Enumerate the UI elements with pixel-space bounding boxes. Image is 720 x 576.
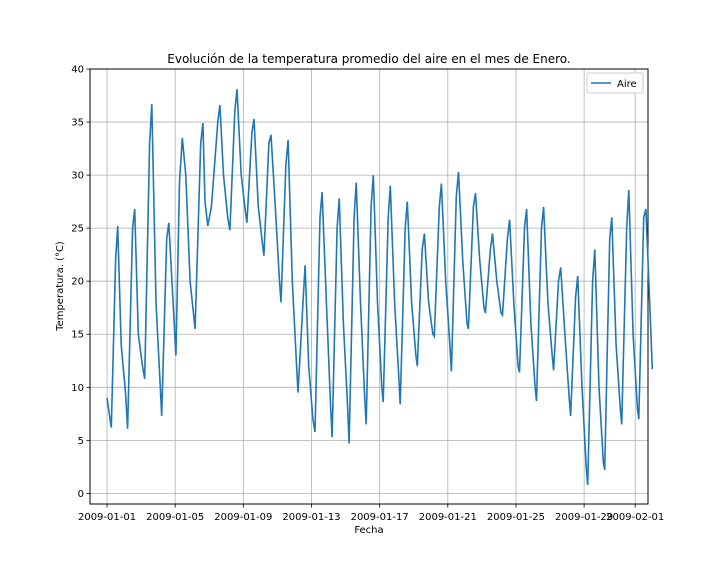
- y-tick-label: 5: [78, 436, 84, 447]
- legend-box: [586, 72, 644, 94]
- x-tick-label: 2009-01-09: [214, 512, 272, 523]
- x-tick-label: 2009-01-01: [78, 512, 136, 523]
- x-tick-label: 2009-01-29: [555, 512, 613, 523]
- series-line-aire: [106, 89, 654, 485]
- x-axis-label: Fecha: [354, 525, 383, 536]
- chart-title: Evolución de la temperatura promedio del…: [167, 52, 570, 66]
- x-tick-label: 2009-01-17: [351, 512, 409, 523]
- y-tick-label: 30: [71, 171, 84, 182]
- x-tick-label: 2009-01-21: [419, 512, 477, 523]
- x-tick-label: 2009-01-25: [487, 512, 545, 523]
- x-tick-label: 2009-01-05: [146, 512, 204, 523]
- y-tick-label: 10: [71, 383, 84, 394]
- legend: Aire: [586, 72, 644, 94]
- y-tick-label: 20: [71, 277, 84, 288]
- x-tick-label: 2009-01-13: [282, 512, 340, 523]
- y-tick-label: 40: [71, 65, 84, 76]
- plot-area: [89, 68, 649, 505]
- y-axis-label: Temperatura. (°C): [55, 241, 66, 332]
- y-tick-label: 15: [71, 330, 84, 341]
- y-tick-label: 35: [71, 118, 84, 129]
- grid-lines: [90, 68, 648, 504]
- y-tick-label: 0: [78, 489, 84, 500]
- y-axis: 0 5 10 15 20 25 30 35 40: [71, 65, 90, 500]
- x-tick-label: 2009-02-01: [606, 512, 664, 523]
- x-axis: 2009-01-01 2009-01-05 2009-01-09 2009-01-13…: [78, 504, 664, 523]
- y-tick-label: 25: [71, 224, 84, 235]
- legend-label-aire: Aire: [617, 79, 637, 90]
